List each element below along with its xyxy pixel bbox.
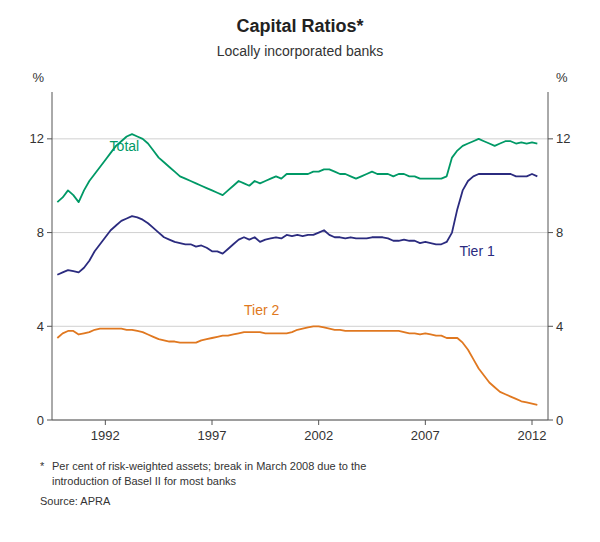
series-line bbox=[57, 134, 537, 202]
y-tick bbox=[47, 326, 52, 327]
y-axis-label: % bbox=[32, 70, 44, 85]
chart: Capital Ratios* Locally incorporated bank… bbox=[0, 0, 600, 542]
y-axis-line bbox=[52, 92, 53, 420]
y-tick-label: 0 bbox=[37, 413, 44, 428]
y2-tick-label: 4 bbox=[556, 319, 563, 334]
x-tick-label: 2002 bbox=[304, 428, 333, 443]
grid-line bbox=[52, 420, 548, 421]
lines bbox=[57, 134, 537, 405]
x-tick-label: 1997 bbox=[198, 428, 227, 443]
x-tick bbox=[425, 420, 426, 425]
series-line bbox=[57, 174, 537, 275]
series-line bbox=[57, 326, 537, 404]
y2-axis-line bbox=[548, 92, 549, 420]
footnote: Source: APRA bbox=[40, 495, 111, 507]
x-tick bbox=[532, 420, 533, 425]
y2-tick bbox=[548, 420, 553, 421]
line-label: Total bbox=[110, 138, 140, 154]
y2-tick bbox=[548, 326, 553, 327]
y2-tick-label: 0 bbox=[556, 413, 563, 428]
y-tick-label: 8 bbox=[37, 225, 44, 240]
line-labels: Total Tier 1 Tier 2 bbox=[110, 138, 495, 318]
y-tick-label: 12 bbox=[30, 131, 44, 146]
y2-tick-label: 12 bbox=[556, 131, 570, 146]
y2-tick bbox=[548, 138, 553, 139]
x-tick-label: 2012 bbox=[518, 428, 547, 443]
footnote: Per cent of risk-weighted assets; break … bbox=[52, 460, 366, 472]
x-tick-label: 2007 bbox=[411, 428, 440, 443]
x-tick bbox=[212, 420, 213, 425]
y-tick bbox=[47, 138, 52, 139]
footnote: * bbox=[40, 460, 45, 472]
y-tick-label: 4 bbox=[37, 319, 44, 334]
x-tick bbox=[105, 420, 106, 425]
line-label: Tier 2 bbox=[244, 302, 279, 318]
grid-line bbox=[52, 326, 548, 327]
y-tick bbox=[47, 232, 52, 233]
y-tick bbox=[47, 420, 52, 421]
x-tick-label: 1992 bbox=[91, 428, 120, 443]
y2-tick-label: 8 bbox=[556, 225, 563, 240]
footnotes: * Per cent of risk-weighted assets; break… bbox=[40, 460, 366, 507]
line-label: Tier 1 bbox=[459, 243, 494, 259]
background bbox=[0, 0, 600, 542]
subtitle: Locally incorporated banks bbox=[217, 43, 384, 59]
grid-line bbox=[52, 232, 548, 233]
x-tick bbox=[318, 420, 319, 425]
x-axis-line bbox=[52, 420, 548, 421]
y2-tick bbox=[548, 232, 553, 233]
footnote: introduction of Basel II for most banks bbox=[52, 475, 237, 487]
title: Capital Ratios* bbox=[236, 16, 363, 36]
grid bbox=[52, 139, 548, 420]
axes: 1992 1997 2002 2007 2012 0 4 8 12 0 4 8 12 bbox=[30, 92, 571, 443]
y2-axis-label: % bbox=[556, 70, 568, 85]
